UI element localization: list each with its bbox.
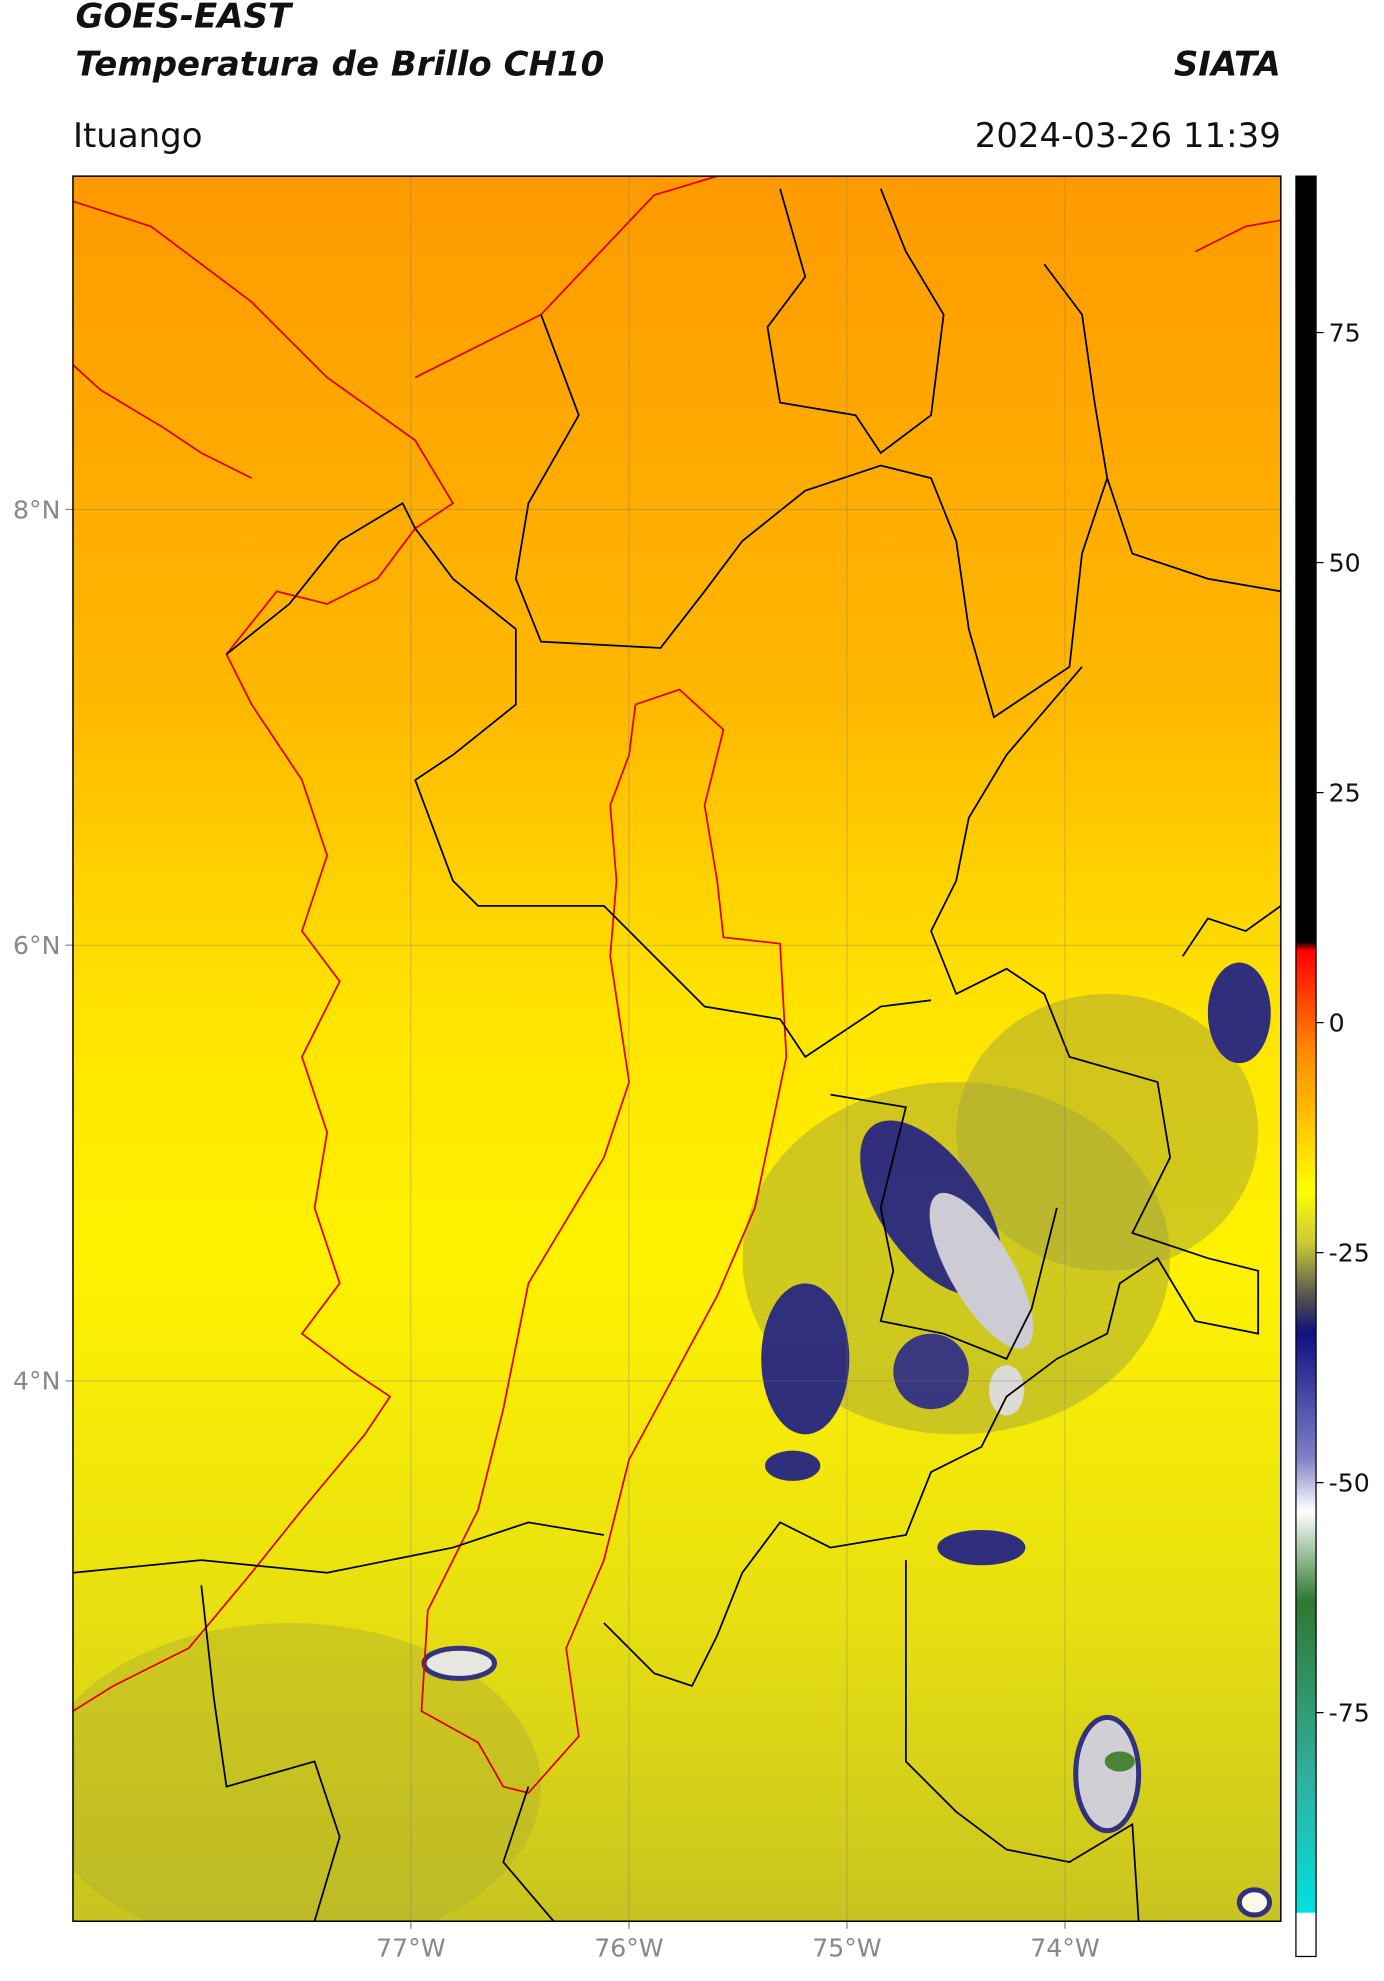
colorbar-tick-label: 25 — [1329, 778, 1361, 807]
map-area — [72, 176, 1281, 1922]
colorbar-tick-label: 75 — [1329, 318, 1361, 347]
x-tick-label: 74°W — [1030, 1933, 1100, 1962]
location: Ituango — [73, 116, 203, 156]
y-tick-label: 8°N — [13, 495, 60, 524]
grid — [65, 176, 1281, 1929]
colorbar-tick-label: 50 — [1329, 548, 1361, 577]
x-tick-label: 76°W — [594, 1933, 664, 1962]
colorbar-tick-label: -50 — [1329, 1468, 1370, 1497]
title: GOES-EAST — [75, 0, 293, 37]
colorbar-tick-label: -25 — [1329, 1238, 1370, 1267]
y-tick-label: 4°N — [13, 1367, 60, 1396]
map-background — [72, 176, 1281, 1922]
colorbar-tick-label: -75 — [1329, 1698, 1370, 1727]
y-tick-label: 6°N — [13, 931, 60, 960]
axis-labels: 77°W 76°W 75°W 74°W 8°N 6°N 4°N 75 50 25 0 -25 -50 -7… — [13, 318, 1370, 1962]
colorbar — [1295, 175, 1317, 1958]
datetime: 2024-03-26 11:39 — [975, 116, 1281, 156]
x-tick-label: 77°W — [376, 1933, 446, 1962]
boundaries — [72, 176, 1281, 1922]
cloud-field — [72, 962, 1273, 1922]
source: SIATA — [1174, 44, 1281, 84]
colorbar-tick-label: 0 — [1329, 1008, 1345, 1037]
subtitle: Temperatura de Brillo CH10 — [75, 44, 604, 84]
map-frame — [72, 175, 1282, 1922]
x-tick-label: 75°W — [812, 1933, 882, 1962]
